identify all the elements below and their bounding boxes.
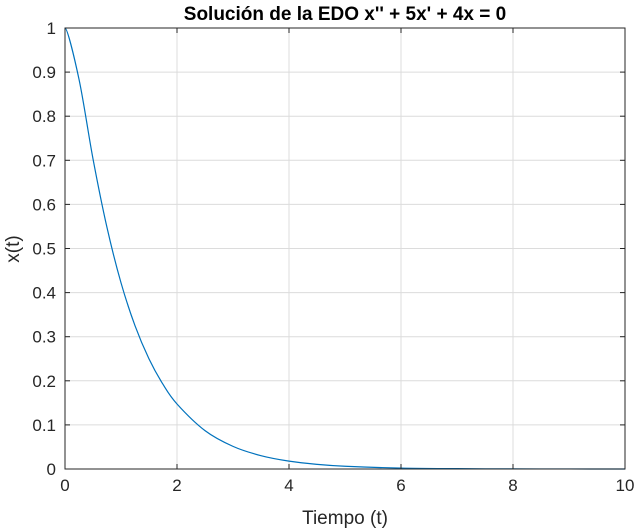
x-axis-label: Tiempo (t) [302,508,388,529]
x-tick-label: 4 [284,476,293,495]
y-tick-label: 0.5 [32,240,56,259]
y-tick-label: 1 [47,19,56,38]
y-tick-label: 0.3 [32,328,56,347]
y-tick-label: 0.2 [32,372,56,391]
tick-layer: 0 2 4 6 8 10 0 0.1 0.2 0.3 0.4 0.5 0.6 0.7 0.8 0.9 1 [32,19,634,495]
y-tick-label: 0.7 [32,151,56,170]
y-tick-label: 0 [47,460,56,479]
chart-title: Solución de la EDO x'' + 5x' + 4x = 0 [184,4,506,25]
x-tick-label: 6 [396,476,405,495]
x-tick-label: 8 [508,476,517,495]
y-tick-label: 0.9 [32,63,56,82]
y-axis-label: x(t) [3,235,24,262]
x-tick-label: 10 [616,476,635,495]
y-tick-label: 0.6 [32,195,56,214]
x-tick-label: 0 [60,476,69,495]
y-tick-label: 0.8 [32,107,56,126]
x-tick-label: 2 [172,476,181,495]
y-tick-label: 0.4 [32,284,56,303]
grid-layer [64,27,626,470]
y-tick-label: 0.1 [32,416,56,435]
